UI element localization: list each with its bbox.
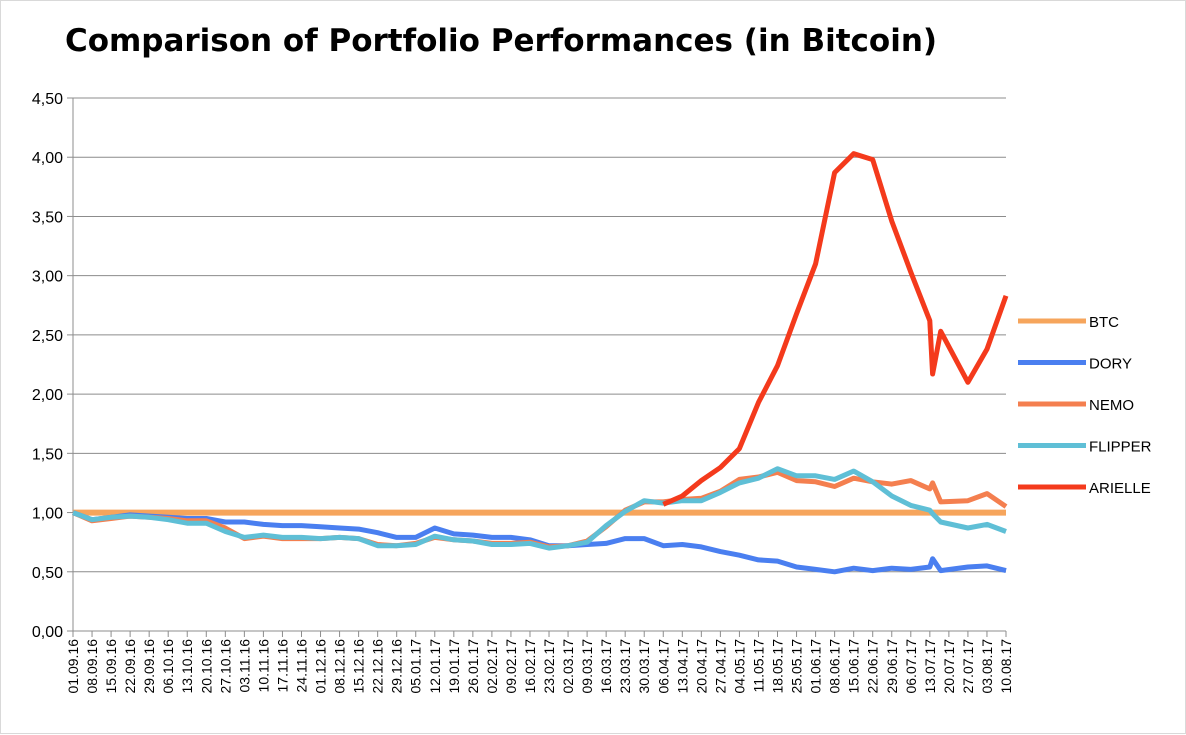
- grid-lines: [67, 97, 1006, 632]
- y-tick-label: 4,50: [32, 91, 63, 108]
- y-tick-label: 2,50: [32, 328, 63, 345]
- x-tick-label: 30.03.17: [636, 639, 652, 694]
- x-tick-label: 03.08.17: [979, 639, 995, 694]
- legend: BTC DORY NEMO FLIPPER ARIELLE: [1018, 314, 1152, 497]
- x-tick-label: 12.01.17: [427, 639, 443, 694]
- y-tick-label: 2,00: [32, 387, 63, 404]
- x-tick-label: 08.09.16: [84, 639, 100, 694]
- x-axis-ticks: 01.09.16 08.09.16 15.09.16 22.09.16 29.09.16…: [65, 631, 1014, 694]
- x-tick-label: 20.10.16: [198, 639, 214, 694]
- x-tick-label: 18.05.17: [770, 639, 786, 694]
- x-tick-label: 01.12.16: [313, 639, 329, 694]
- x-tick-label: 10.08.17: [998, 639, 1014, 694]
- legend-label-flipper: FLIPPER: [1089, 439, 1152, 456]
- x-tick-label: 15.12.16: [351, 639, 367, 694]
- y-tick-label: 0,00: [32, 624, 63, 641]
- x-tick-label: 24.11.16: [293, 639, 309, 693]
- x-tick-label: 06.07.17: [903, 639, 919, 694]
- x-tick-label: 27.07.17: [960, 639, 976, 694]
- x-tick-label: 27.04.17: [712, 639, 728, 694]
- x-tick-label: 01.06.17: [808, 639, 824, 694]
- x-tick-label: 01.09.16: [65, 639, 81, 694]
- x-tick-label: 26.01.17: [465, 639, 481, 694]
- series-line-arielle: [662, 151, 1009, 507]
- x-tick-label: 29.12.16: [389, 639, 405, 694]
- x-tick-label: 11.05.17: [750, 639, 766, 693]
- y-tick-label: 4,00: [32, 150, 63, 167]
- x-tick-label: 10.11.16: [255, 639, 271, 693]
- x-tick-label: 20.07.17: [941, 639, 957, 694]
- y-tick-label: 1,50: [32, 446, 63, 463]
- x-tick-label: 22.12.16: [370, 639, 386, 694]
- legend-label-arielle: ARIELLE: [1089, 480, 1151, 497]
- y-tick-label: 3,00: [32, 269, 63, 286]
- x-tick-label: 15.06.17: [846, 639, 862, 694]
- x-tick-label: 16.02.17: [522, 639, 538, 694]
- legend-label-btc: BTC: [1089, 314, 1119, 331]
- x-tick-label: 23.02.17: [541, 639, 557, 694]
- x-tick-label: 08.12.16: [332, 639, 348, 694]
- x-tick-label: 13.04.17: [674, 639, 690, 694]
- x-tick-label: 02.02.17: [484, 639, 500, 694]
- x-tick-label: 29.09.16: [141, 639, 157, 694]
- x-tick-label: 27.10.16: [217, 639, 233, 694]
- x-tick-label: 02.03.17: [560, 639, 576, 694]
- y-tick-label: 0,50: [32, 565, 63, 582]
- y-axis-ticks: 0,00 0,50 1,00 1,50 2,00 2,50 3,00 3,50 4,00 4,50: [32, 91, 63, 641]
- x-tick-label: 17.11.16: [274, 639, 290, 693]
- x-tick-label: 13.07.17: [922, 639, 938, 694]
- x-tick-label: 19.01.17: [446, 639, 462, 694]
- series-lines: [72, 151, 1009, 575]
- x-tick-label: 03.11.16: [236, 639, 252, 693]
- x-tick-label: 13.10.16: [179, 639, 195, 694]
- x-tick-label: 22.09.16: [122, 639, 138, 694]
- legend-label-dory: DORY: [1089, 356, 1132, 373]
- series-line-flipper: [72, 466, 1007, 551]
- x-tick-label: 08.06.17: [827, 639, 843, 694]
- x-tick-label: 06.04.17: [655, 639, 671, 694]
- x-tick-label: 22.06.17: [865, 639, 881, 694]
- x-tick-label: 09.03.17: [579, 639, 595, 694]
- x-tick-label: 04.05.17: [731, 639, 747, 694]
- x-tick-label: 29.06.17: [884, 639, 900, 694]
- x-tick-label: 05.01.17: [408, 639, 424, 694]
- x-tick-label: 06.10.16: [160, 639, 176, 694]
- x-tick-label: 15.09.16: [103, 639, 119, 694]
- x-tick-label: 25.05.17: [789, 639, 805, 694]
- y-tick-label: 3,50: [32, 209, 63, 226]
- x-tick-label: 20.04.17: [693, 639, 709, 694]
- chart-title: Comparison of Portfolio Performances (in…: [64, 23, 938, 59]
- x-tick-label: 09.02.17: [503, 639, 519, 694]
- legend-label-nemo: NEMO: [1089, 397, 1134, 414]
- y-tick-label: 1,00: [32, 506, 63, 523]
- x-tick-label: 16.03.17: [598, 639, 614, 694]
- x-tick-label: 23.03.17: [617, 639, 633, 694]
